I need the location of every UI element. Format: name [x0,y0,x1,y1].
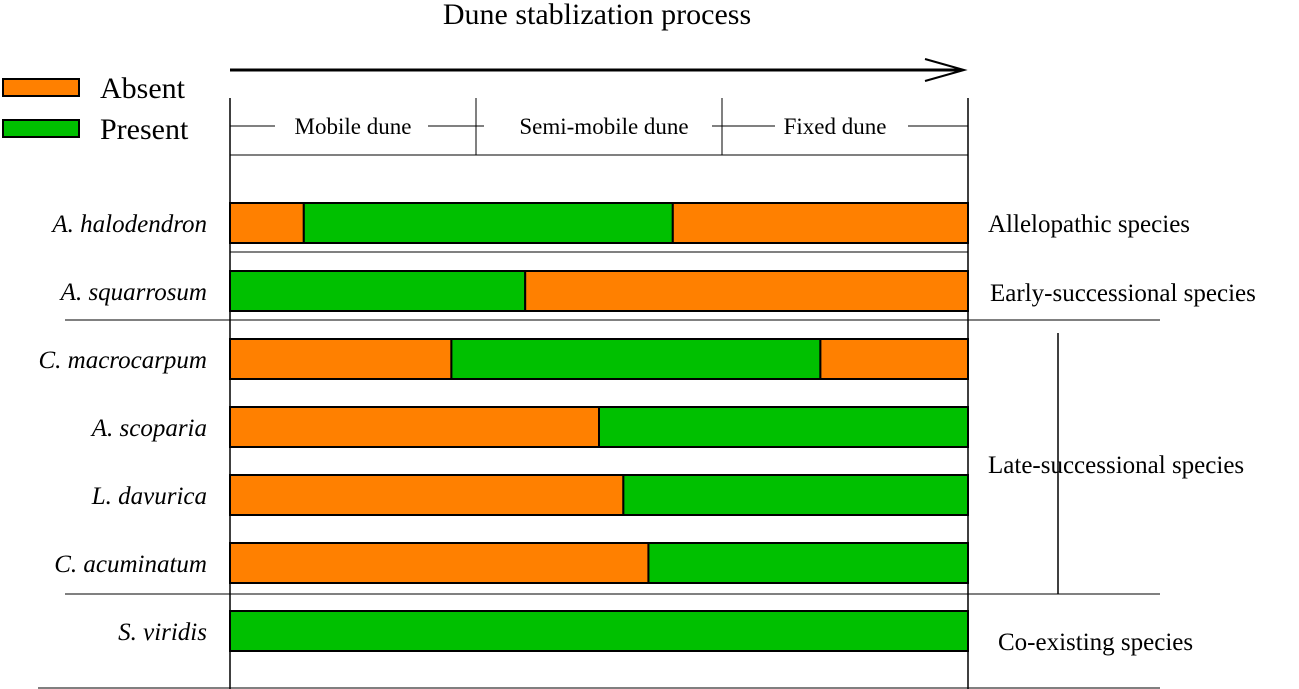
bar-segment-a-scoparia-absent [229,406,600,448]
species-label-c-acuminatum: C. acuminatum [54,551,207,578]
bar-segment-c-acuminatum-absent [229,542,650,584]
species-label-s-viridis: S. viridis [118,619,207,646]
arrow-head [924,58,968,82]
legend: Absent Present [2,72,189,146]
group-labels: Allelopathic species Early-successional s… [988,211,1256,656]
group-label-allelopathic-species: Allelopathic species [988,211,1190,238]
bar-segment-a-scoparia-present [598,406,969,448]
bar-segment-a-halodendron-absent [229,202,305,244]
stage-label-semi-mobile-dune: Semi-mobile dune [519,114,688,139]
process-arrow [230,58,968,82]
chart-title: Dune stablization process [443,0,751,31]
group-label-late-successional-species: Late-successional species [988,452,1244,479]
stage-label-fixed-dune: Fixed dune [784,114,887,139]
legend-label-absent: Absent [100,72,186,105]
group-label-co-existing-species: Co-existing species [998,629,1193,656]
bar-segment-a-halodendron-present [302,202,674,244]
bar-segment-c-macrocarpum-present [450,338,822,380]
species-labels: A. halodendron A. squarrosum C. macrocarpu… [38,211,207,646]
bars [229,202,970,652]
plot-frame [38,98,1160,689]
bar-segment-l-davurica-absent [229,474,625,516]
species-label-a-scoparia: A. scoparia [90,415,207,442]
species-label-c-macrocarpum: C. macrocarpum [38,347,207,374]
stage-labels: Mobile dune Semi-mobile dune Fixed dune [295,114,887,139]
species-label-a-halodendron: A. halodendron [50,211,207,238]
bar-segment-c-macrocarpum-absent [819,338,970,380]
bar-segment-c-acuminatum-present [647,542,969,584]
species-label-a-squarrosum: A. squarrosum [59,279,207,306]
bar-segment-c-macrocarpum-absent [229,338,453,380]
species-label-l-davurica: L. davurica [91,483,207,510]
legend-swatch-present [2,119,80,138]
bar-segment-a-halodendron-absent [671,202,969,244]
bar-segment-a-squarrosum-present [229,270,527,312]
bar-segment-s-viridis-present [229,610,969,652]
legend-label-present: Present [100,113,189,146]
bar-segment-l-davurica-present [622,474,969,516]
bar-segment-a-squarrosum-absent [524,270,969,312]
group-label-early-successional-species: Early-successional species [990,280,1256,307]
stage-label-mobile-dune: Mobile dune [295,114,412,139]
legend-swatch-absent [2,78,80,97]
